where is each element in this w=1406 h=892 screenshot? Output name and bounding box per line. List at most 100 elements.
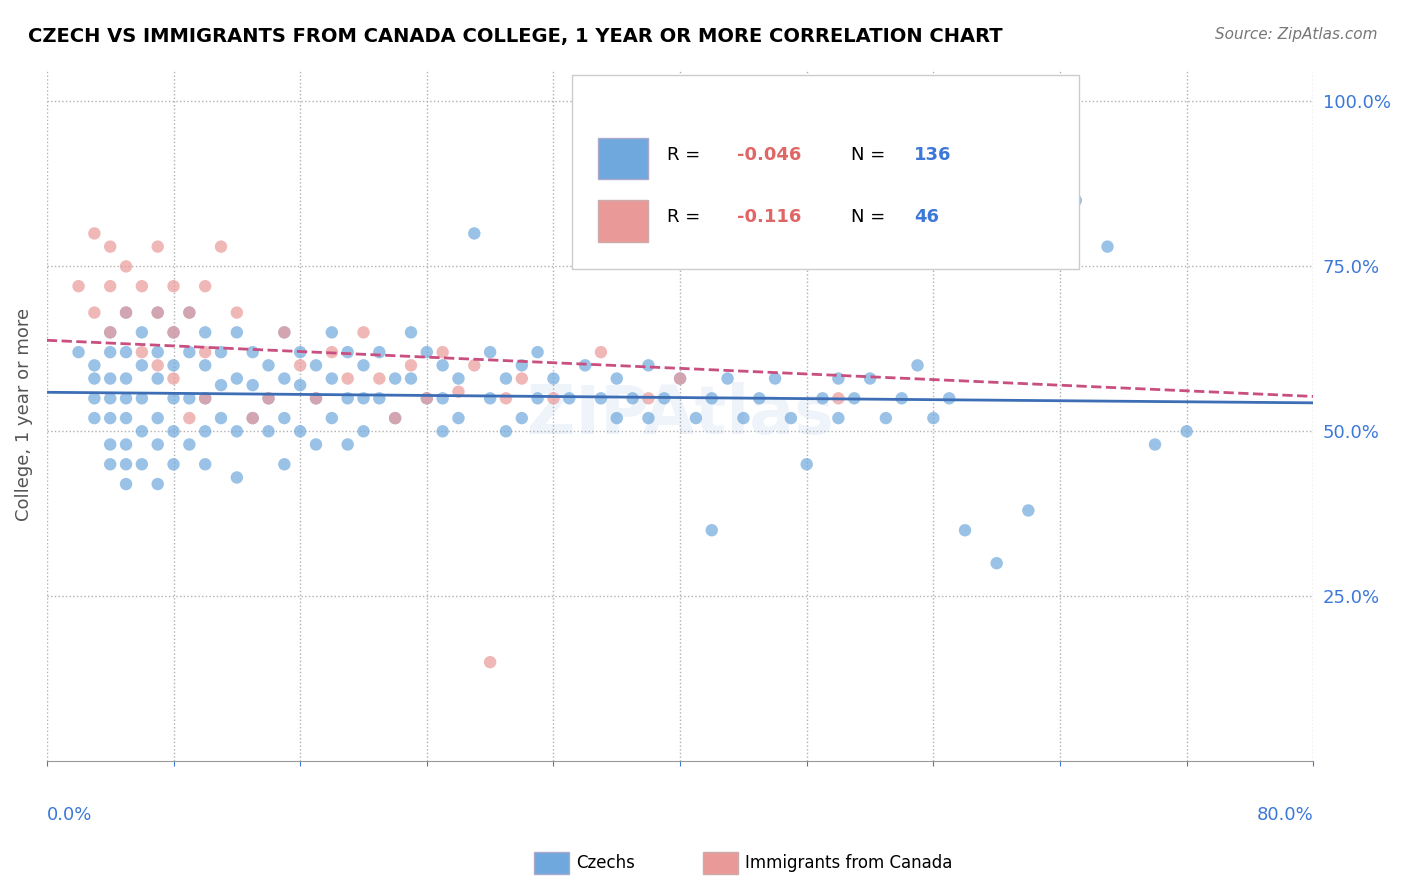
Point <box>353 425 375 439</box>
Point <box>98 279 121 293</box>
Point <box>353 392 375 406</box>
Point <box>384 411 406 425</box>
Point <box>495 425 517 439</box>
Point <box>67 279 90 293</box>
Point <box>526 345 548 359</box>
Point <box>685 411 707 425</box>
Point <box>98 457 121 471</box>
Point <box>98 326 121 340</box>
Point <box>115 411 138 425</box>
Point <box>194 425 217 439</box>
Point <box>209 345 232 359</box>
Point <box>162 326 184 340</box>
Point <box>146 305 169 319</box>
Point <box>115 457 138 471</box>
Point <box>748 392 770 406</box>
Point <box>606 371 628 385</box>
Point <box>179 437 201 451</box>
Point <box>589 392 612 406</box>
Point <box>463 359 485 373</box>
Text: Czechs: Czechs <box>576 854 636 871</box>
Point <box>257 425 280 439</box>
Point <box>321 326 343 340</box>
Point <box>763 371 786 385</box>
Point <box>242 378 264 392</box>
Point <box>131 326 153 340</box>
Point <box>399 371 422 385</box>
Point <box>447 411 470 425</box>
Point <box>305 392 328 406</box>
Point <box>179 305 201 319</box>
Point <box>225 326 247 340</box>
Text: R =: R = <box>668 209 713 227</box>
Point <box>399 326 422 340</box>
Point <box>811 392 834 406</box>
Point <box>859 371 882 385</box>
Point <box>1175 425 1198 439</box>
Point <box>83 305 105 319</box>
Point <box>209 239 232 253</box>
Point <box>179 305 201 319</box>
Point <box>257 359 280 373</box>
Point <box>1064 194 1087 208</box>
Point <box>1017 503 1039 517</box>
Point <box>115 345 138 359</box>
Point <box>986 556 1008 570</box>
Point <box>273 371 295 385</box>
Point <box>288 359 311 373</box>
Point <box>922 411 945 425</box>
Point <box>67 345 90 359</box>
Point <box>336 392 359 406</box>
Point <box>179 392 201 406</box>
Point <box>98 392 121 406</box>
Point <box>288 378 311 392</box>
Point <box>83 371 105 385</box>
Point <box>336 345 359 359</box>
Point <box>589 345 612 359</box>
Text: N =: N = <box>851 209 891 227</box>
Point <box>1143 437 1166 451</box>
Point <box>179 345 201 359</box>
Point <box>669 371 692 385</box>
Text: 136: 136 <box>914 146 952 164</box>
Point <box>194 392 217 406</box>
Point <box>574 359 596 373</box>
Point <box>479 345 502 359</box>
Point <box>495 392 517 406</box>
Point <box>115 305 138 319</box>
Text: ZIPAtlas: ZIPAtlas <box>527 382 834 448</box>
Point <box>131 359 153 373</box>
Point <box>83 227 105 241</box>
Point <box>416 392 439 406</box>
Point <box>953 523 976 537</box>
Point <box>194 326 217 340</box>
Point <box>273 411 295 425</box>
Point <box>115 477 138 491</box>
Point <box>146 305 169 319</box>
Point <box>162 457 184 471</box>
Point <box>827 411 849 425</box>
Point <box>146 411 169 425</box>
Point <box>131 457 153 471</box>
Point <box>98 239 121 253</box>
Point <box>162 392 184 406</box>
Point <box>510 371 533 385</box>
Point <box>907 359 929 373</box>
Point <box>115 392 138 406</box>
Point <box>194 279 217 293</box>
Point <box>83 411 105 425</box>
Point <box>225 470 247 484</box>
Point <box>479 655 502 669</box>
Point <box>225 305 247 319</box>
Point <box>368 392 391 406</box>
Point <box>510 359 533 373</box>
Text: R =: R = <box>668 146 706 164</box>
Point <box>146 437 169 451</box>
Text: Source: ZipAtlas.com: Source: ZipAtlas.com <box>1215 27 1378 42</box>
Point <box>131 345 153 359</box>
Point <box>432 392 454 406</box>
Point <box>637 411 659 425</box>
Point <box>115 305 138 319</box>
Point <box>621 392 644 406</box>
Point <box>495 371 517 385</box>
